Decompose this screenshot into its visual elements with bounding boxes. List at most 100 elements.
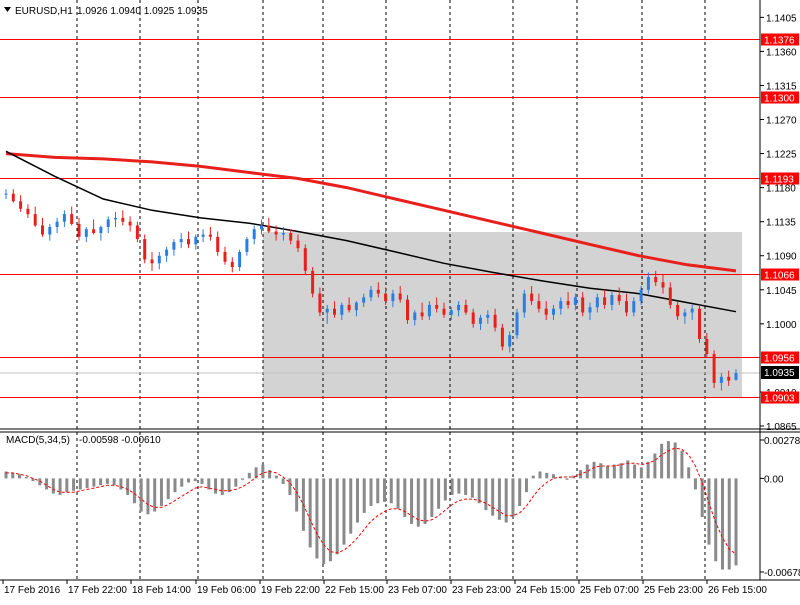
candle-body [690, 308, 694, 313]
candle-body [77, 223, 81, 237]
macd-values: -0.00598 -0.00610 [79, 435, 161, 446]
candle-body [26, 208, 30, 215]
candle-body [135, 225, 139, 240]
level-price-tags: 1.1376 1.1300 1.1193 1.1066 1.0956 1.0903 [761, 33, 799, 405]
macd-bar [538, 471, 542, 479]
macd-bar [450, 478, 454, 495]
candle-body [354, 302, 358, 311]
level-tag-text: 1.0956 [764, 354, 795, 365]
horizontal-levels[interactable] [0, 39, 760, 398]
candle-body [406, 299, 409, 321]
price-axis[interactable]: 1.14051.13601.13151.12701.12251.11801.11… [760, 13, 797, 433]
candle-body [128, 221, 132, 226]
time-tick-label: 23 Feb 07:00 [388, 585, 447, 596]
macd-pane[interactable] [4, 432, 738, 580]
macd-bar [322, 478, 326, 564]
price-pane[interactable] [0, 0, 760, 429]
macd-bar [200, 478, 204, 484]
candle-body [398, 293, 402, 300]
macd-bar [132, 478, 136, 504]
macd-bar [268, 470, 272, 479]
macd-bar [720, 478, 724, 570]
candle-body [479, 317, 482, 324]
candle-body [603, 297, 607, 305]
candle-body [457, 304, 461, 311]
candle-body [150, 259, 154, 264]
macd-bar [619, 463, 623, 479]
macd-bar [585, 464, 589, 479]
candle-body [376, 289, 380, 294]
macd-bar [315, 478, 319, 559]
macd-bar [524, 478, 528, 493]
macd-bar [700, 478, 704, 518]
macd-bar [518, 478, 522, 506]
candle-body [530, 293, 534, 302]
macd-axis[interactable]: 0.00278 0.00 -0.00678 [760, 436, 800, 579]
candle-body [281, 233, 285, 235]
macd-bar [166, 478, 170, 500]
macd-bar [558, 477, 562, 479]
candle-body [216, 236, 220, 252]
chevron-down-icon[interactable] [4, 7, 11, 12]
candlestick-series [4, 189, 738, 391]
macd-bar [38, 478, 42, 486]
macd-bar [443, 478, 447, 501]
macd-bar [693, 478, 697, 490]
macd-bar [552, 474, 555, 479]
candle-body [698, 308, 701, 339]
macd-bar [423, 478, 427, 524]
price-tick-label: 1.1315 [766, 81, 797, 92]
macd-bar [72, 478, 76, 491]
price-tick-label: 1.1180 [766, 184, 796, 195]
price-tick-label: 1.1135 [766, 218, 796, 229]
candle-body [165, 249, 169, 256]
level-tag-text: 1.1066 [764, 271, 795, 282]
macd-bar [626, 460, 630, 479]
macd-bar [241, 478, 245, 480]
candle-body [712, 354, 716, 383]
macd-bar [58, 478, 62, 495]
macd-bar [572, 475, 576, 479]
macd-bar [126, 478, 130, 495]
macd-bar [362, 478, 366, 513]
macd-bar [470, 478, 474, 498]
macd-bar [396, 478, 400, 509]
macd-bar [457, 478, 461, 494]
macd-bar [383, 478, 387, 502]
macd-bar [606, 465, 610, 479]
macd-bar [430, 478, 434, 518]
candle-body [121, 217, 125, 222]
macd-bar [666, 441, 670, 479]
chart-header[interactable]: EURUSD,H1 1.0926 1.0940 1.0925 1.0935 [4, 6, 208, 17]
candle-body [727, 376, 731, 381]
candle-body [260, 225, 263, 230]
price-tick-label: 1.0865 [766, 422, 797, 433]
candle-body [70, 214, 74, 224]
macd-bar [673, 442, 677, 479]
price-tick-label: 1.1405 [766, 13, 797, 24]
candle-body [208, 234, 212, 237]
macd-bar [599, 463, 603, 479]
candle-body [617, 295, 621, 302]
candle-body [230, 261, 234, 268]
candle-body [500, 327, 504, 347]
candle-body [573, 297, 577, 305]
candle-body [705, 338, 709, 355]
candle-body [62, 214, 66, 222]
candle-body [683, 312, 687, 317]
time-tick-label: 17 Feb 2016 [4, 585, 61, 596]
macd-bar [274, 475, 278, 479]
candle-body [172, 242, 176, 250]
slow-moving-average-line [5, 152, 737, 273]
macd-bar [45, 478, 49, 490]
macd-bar [335, 478, 339, 555]
candle-body [442, 308, 446, 315]
level-tag-bg [761, 91, 799, 104]
level-tag-text: 1.0903 [764, 394, 795, 405]
macd-bar [65, 478, 69, 493]
time-axis[interactable]: 17 Feb 2016 17 Feb 22:00 18 Feb 14:00 19 Fe… [2, 580, 767, 596]
current-price-text: 1.0935 [764, 368, 795, 379]
level-tag-text: 1.1193 [764, 175, 794, 186]
